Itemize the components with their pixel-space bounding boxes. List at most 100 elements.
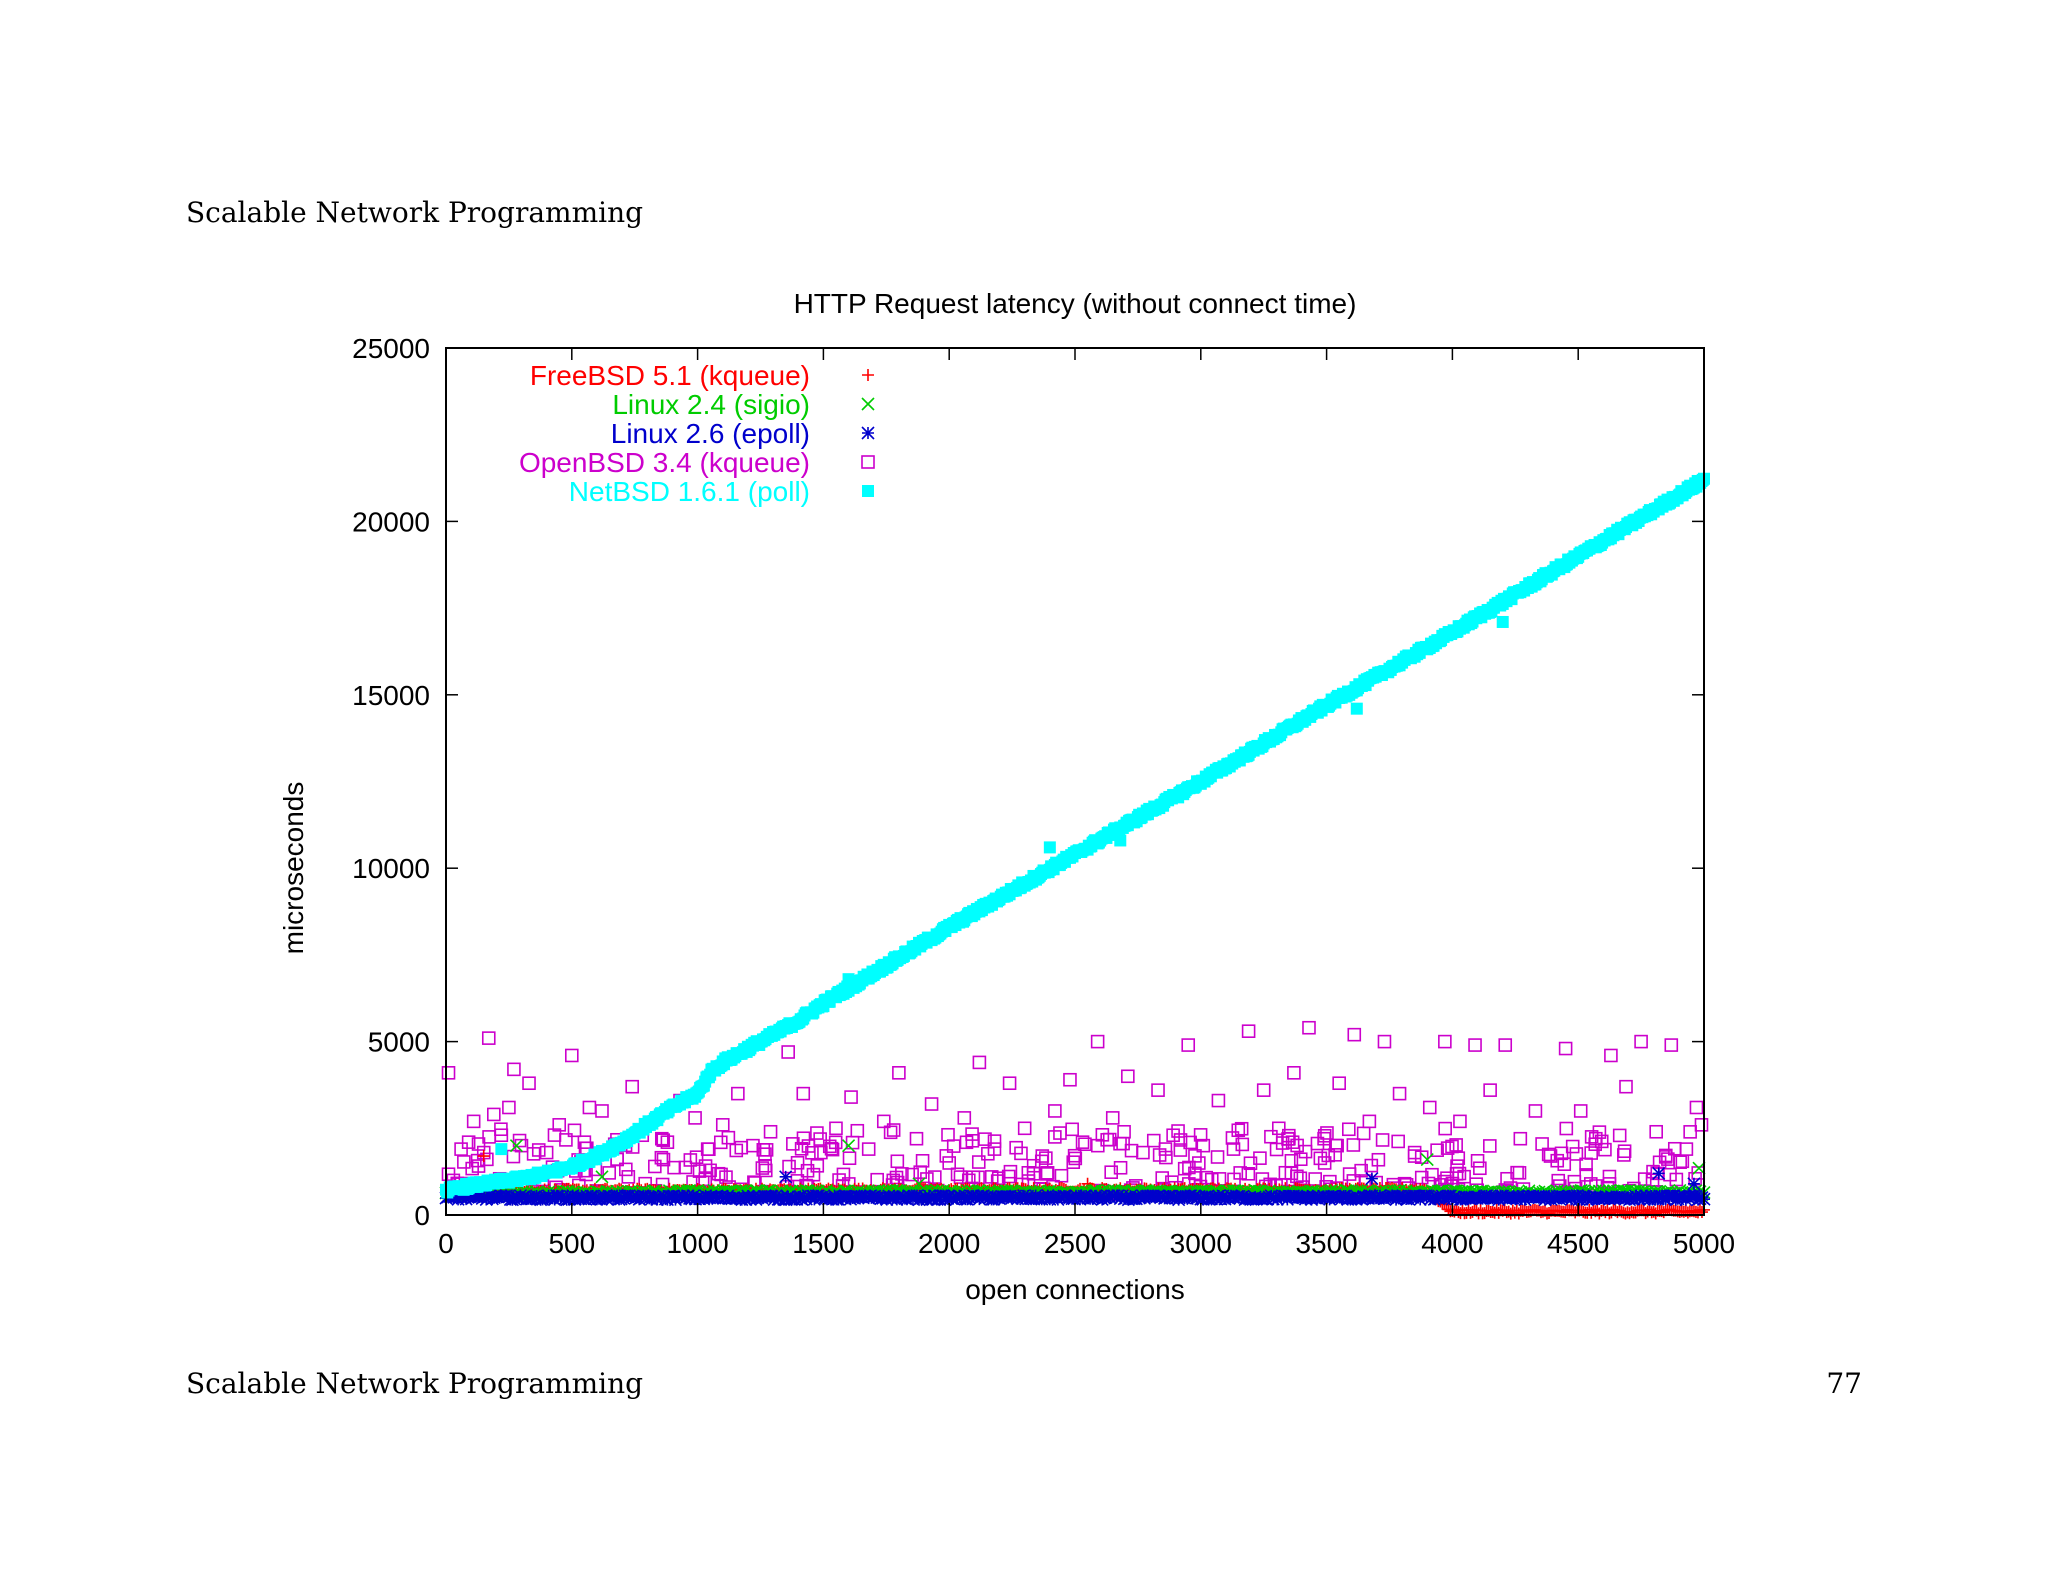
outlier-point [912,1177,926,1191]
data-point [1612,1128,1627,1143]
data-point [1121,1193,1135,1207]
data-point [454,1142,468,1156]
data-point [1542,1189,1556,1203]
data-point [1602,1169,1617,1184]
page-header-title: Scalable Network Programming [186,196,644,229]
data-point [1269,1142,1284,1157]
data-point [1048,1104,1062,1118]
data-point [1339,1189,1353,1203]
data-point [1039,1151,1053,1165]
data-point [1211,1093,1226,1108]
data-point [512,1133,527,1148]
data-point [1095,1128,1110,1142]
data-point [1425,1167,1439,1182]
data-point [1375,1133,1390,1147]
data-point [746,1138,760,1153]
data-point [880,1192,894,1207]
data-point [1304,1193,1319,1207]
data-point [1604,1048,1618,1063]
outlier-point [595,1170,609,1184]
y-tick-label: 5000 [368,1027,430,1058]
data-point [971,1170,985,1185]
data-point [1078,1137,1092,1152]
data-point [1468,1038,1482,1052]
legend-marker [861,426,875,440]
data-point [799,1192,813,1206]
data-point [814,1145,828,1160]
data-point [721,1130,736,1145]
data-point [625,1079,639,1094]
data-point [890,1154,905,1169]
data-point [678,1160,693,1175]
outlier-point [1496,615,1509,628]
data-point [1001,1169,1016,1184]
y-tick-label: 25000 [352,333,430,364]
data-point [731,1086,745,1101]
data-point [1362,1114,1377,1129]
data-point [526,1147,541,1161]
data-point [939,1149,954,1163]
data-point [966,1170,981,1185]
data-point [687,1189,701,1203]
legend-label: OpenBSD 3.4 (kqueue) [519,447,810,478]
data-point [1377,1034,1392,1049]
data-point [1177,1161,1192,1176]
data-point [1445,1139,1459,1154]
x-tick-label: 4500 [1547,1228,1609,1259]
data-point [915,1153,930,1168]
outlier-point [1350,702,1363,715]
legend-label: Linux 2.4 (sigio) [612,389,810,420]
data-point [481,1031,496,1045]
data-point [1196,1138,1211,1153]
data-point [1298,1144,1313,1159]
data-point [1528,1104,1543,1118]
legend-marker [861,397,875,411]
data-point [758,1158,772,1173]
data-point [1440,1171,1454,1185]
data-point [1102,1132,1117,1147]
data-point [755,1161,770,1175]
data-point [564,1048,579,1063]
x-tick-label: 1500 [792,1228,854,1259]
data-point [595,1104,609,1118]
data-point [1256,1083,1271,1097]
series-3-points [441,1020,1709,1201]
data-point [810,1159,825,1173]
data-point [1330,1138,1344,1153]
data-point [1573,1104,1588,1118]
data-point [1041,1189,1055,1203]
data-point [1053,1126,1067,1140]
data-point [656,1152,671,1167]
data-point [824,1141,839,1156]
data-point [1188,1149,1202,1163]
x-tick-label: 2500 [1044,1228,1106,1259]
outlier-point [842,973,855,986]
data-point [950,1167,965,1182]
data-point [1679,1142,1694,1156]
data-point [1327,1189,1341,1203]
data-point [747,1189,761,1203]
data-point [602,1166,617,1180]
data-point [1422,1100,1437,1115]
data-point [1226,1142,1241,1156]
data-point [1173,1133,1188,1147]
data-point [719,1170,733,1184]
data-point [621,1170,636,1184]
data-point [781,1045,795,1059]
data-point [552,1118,567,1132]
x-tick-label: 0 [438,1228,454,1259]
data-point [1121,1069,1135,1084]
data-point [759,1143,774,1157]
data-point [1346,1138,1361,1152]
chart-title: HTTP Request latency (without connect ti… [794,288,1357,319]
data-point [876,1114,891,1129]
data-points-layer [439,472,1711,1220]
data-point [1192,1156,1206,1170]
data-point [794,1141,809,1156]
data-point [1664,1038,1679,1052]
data-point [1113,1160,1128,1175]
data-point [1332,1076,1346,1091]
data-point [1124,1143,1139,1158]
data-point [1637,1192,1651,1206]
data-point [1559,1121,1574,1136]
